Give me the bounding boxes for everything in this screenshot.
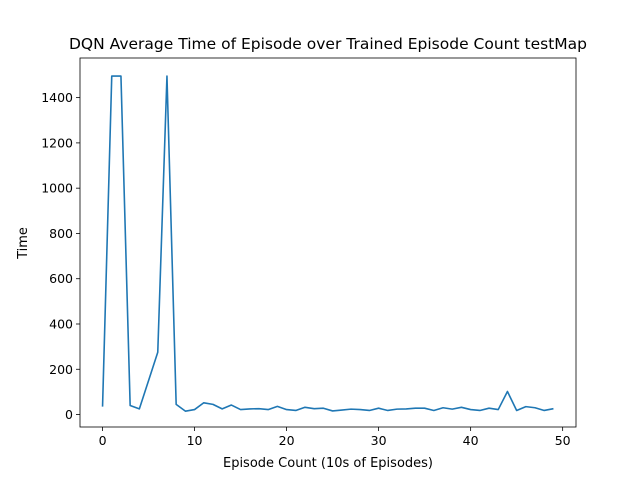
x-tick-label: 40 xyxy=(463,433,479,448)
y-axis: 0 200 400 600 800 1000 1200 1400 xyxy=(41,90,80,422)
x-tick-label: 20 xyxy=(279,433,295,448)
series-line xyxy=(101,75,554,412)
x-tick-label: 30 xyxy=(371,433,387,448)
chart-title: DQN Average Time of Episode over Trained… xyxy=(69,35,587,53)
x-tick-label: 10 xyxy=(187,433,203,448)
y-tick-label: 0 xyxy=(65,407,73,422)
plot-area xyxy=(79,57,577,428)
x-tick-label: 50 xyxy=(555,433,571,448)
x-tick-label: 0 xyxy=(99,433,107,448)
y-axis-label: Time xyxy=(16,227,31,260)
y-tick-label: 1200 xyxy=(41,135,73,150)
x-axis: 0 10 20 30 40 50 xyxy=(99,427,571,448)
y-tick-label: 200 xyxy=(49,362,73,377)
y-tick-label: 1000 xyxy=(41,181,73,196)
x-axis-label: Episode Count (10s of Episodes) xyxy=(223,456,433,471)
series-group xyxy=(101,75,554,412)
y-tick-label: 800 xyxy=(49,226,73,241)
y-tick-label: 400 xyxy=(49,316,73,331)
y-tick-label: 600 xyxy=(49,271,73,286)
y-tick-label: 1400 xyxy=(41,90,73,105)
